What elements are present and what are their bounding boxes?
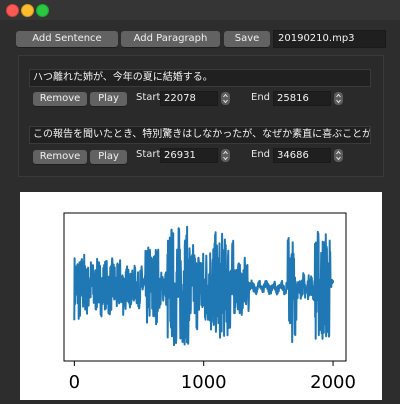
waveform-chart: 0 1000 2000 — [63, 212, 356, 393]
x-tick-label: 2000 — [310, 372, 356, 393]
add-paragraph-button[interactable]: Add Paragraph — [121, 31, 220, 47]
plot-axes-frame — [63, 212, 347, 362]
end-number-field[interactable]: 34686 — [273, 148, 331, 163]
start-number-field[interactable]: 26931 — [160, 148, 218, 163]
start-stepper-icon[interactable] — [221, 92, 230, 105]
start-label: Start — [136, 149, 161, 160]
end-label: End — [251, 92, 271, 103]
remove-button[interactable]: Remove — [33, 150, 87, 164]
panel-scroll-area[interactable] — [20, 178, 382, 188]
remove-button[interactable]: Remove — [33, 92, 87, 106]
x-tick-label: 0 — [69, 372, 80, 393]
sentence-text-field[interactable]: この報告を聞いたとき、特別驚きはしなかったが、なぜか素直に喜ぶことができなか — [29, 126, 371, 144]
add-sentence-button[interactable]: Add Sentence — [16, 31, 118, 47]
sentence-list-panel: ハつ離れた姉が、今年の夏に結婚する。 Remove Play Start 220… — [18, 55, 384, 177]
start-stepper-icon[interactable] — [221, 149, 230, 162]
play-button[interactable]: Play — [90, 92, 127, 106]
sentence-text-field[interactable]: ハつ離れた姉が、今年の夏に結婚する。 — [29, 69, 371, 87]
filename-field[interactable]: 20190210.mp3 — [273, 30, 386, 48]
zoom-window-icon[interactable] — [36, 4, 49, 17]
waveform-line — [73, 225, 335, 347]
end-label: End — [251, 149, 271, 160]
start-label: Start — [136, 92, 161, 103]
end-number-field[interactable]: 25816 — [273, 91, 331, 106]
end-stepper-icon[interactable] — [334, 92, 343, 105]
start-number-field[interactable]: 22078 — [160, 91, 218, 106]
close-window-icon[interactable] — [6, 4, 19, 17]
end-stepper-icon[interactable] — [334, 149, 343, 162]
minimize-window-icon[interactable] — [21, 4, 34, 17]
waveform-plot: 0 1000 2000 — [20, 192, 382, 400]
title-bar — [0, 0, 400, 20]
save-button[interactable]: Save — [224, 31, 270, 47]
play-button[interactable]: Play — [90, 150, 127, 164]
x-tick-label: 1000 — [181, 372, 227, 393]
